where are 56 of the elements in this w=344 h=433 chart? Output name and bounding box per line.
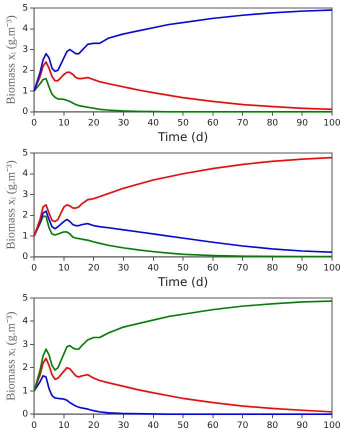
x-tick-label: 40 (148, 118, 160, 129)
x-tick-label: 90 (296, 264, 308, 274)
y-tick-label: 2 (22, 210, 28, 221)
y-tick-label: 4 (22, 316, 28, 327)
y-tick-label: 4 (22, 169, 28, 180)
x-tick-label: 20 (88, 420, 100, 431)
y-tick-label: 0 (22, 107, 28, 118)
x-tick-label: 50 (177, 118, 190, 129)
x-tick-label: 30 (118, 420, 130, 431)
x-tick-label: 20 (88, 118, 100, 129)
x-tick-label: 90 (296, 420, 308, 431)
y-tick-label: 4 (22, 24, 28, 34)
y-tick-label: 0 (22, 410, 28, 420)
x-tick-label: 100 (323, 118, 341, 129)
x-tick-label: 70 (236, 420, 249, 431)
x-tick-label: 40 (148, 420, 160, 431)
x-tick-label: 60 (207, 264, 219, 274)
x-axis-title: Time (d) (156, 274, 208, 289)
x-tick-label: 100 (323, 420, 341, 431)
y-axis-title: Biomass xᵢ (g.m⁻³) (3, 160, 18, 250)
y-tick-label: 5 (22, 148, 28, 158)
x-tick-label: 40 (148, 264, 160, 274)
x-tick-label: 60 (207, 420, 219, 431)
x-tick-label: 60 (207, 118, 219, 129)
x-axis-title: Time (d) (156, 130, 208, 144)
x-tick-label: 50 (177, 264, 190, 274)
x-tick-label: 80 (266, 118, 278, 129)
y-tick-label: 3 (22, 44, 28, 55)
x-tick-label: 10 (58, 420, 70, 431)
y-tick-label: 3 (22, 190, 28, 200)
x-tick-label: 30 (118, 118, 130, 129)
x-tick-label: 90 (296, 118, 308, 129)
y-tick-label: 1 (22, 386, 28, 396)
y-axis-title: Biomass xᵢ (g.m⁻³) (3, 311, 18, 401)
y-tick-label: 3 (22, 340, 28, 350)
y-tick-label: 2 (22, 66, 28, 76)
y-tick-label: 5 (22, 3, 28, 14)
x-tick-label: 70 (236, 264, 249, 274)
x-tick-label: 70 (236, 118, 249, 129)
y-tick-label: 1 (22, 86, 28, 96)
x-tick-label: 80 (266, 420, 278, 431)
y-axis-title: Biomass xᵢ (g.m⁻³) (3, 15, 18, 105)
x-tick-label: 10 (58, 264, 70, 274)
y-tick-label: 0 (22, 252, 28, 262)
x-tick-label: 100 (323, 264, 341, 274)
x-tick-label: 10 (58, 118, 70, 129)
x-tick-label: 0 (31, 118, 38, 129)
x-tick-label: 80 (266, 264, 278, 274)
y-tick-label: 1 (22, 231, 28, 242)
x-tick-label: 20 (88, 264, 100, 274)
y-tick-label: 5 (22, 293, 28, 304)
x-tick-label: 50 (177, 420, 190, 431)
x-tick-label: 0 (31, 420, 38, 431)
x-tick-label: 0 (31, 264, 38, 274)
y-tick-label: 2 (22, 363, 28, 374)
x-tick-label: 30 (118, 264, 130, 274)
